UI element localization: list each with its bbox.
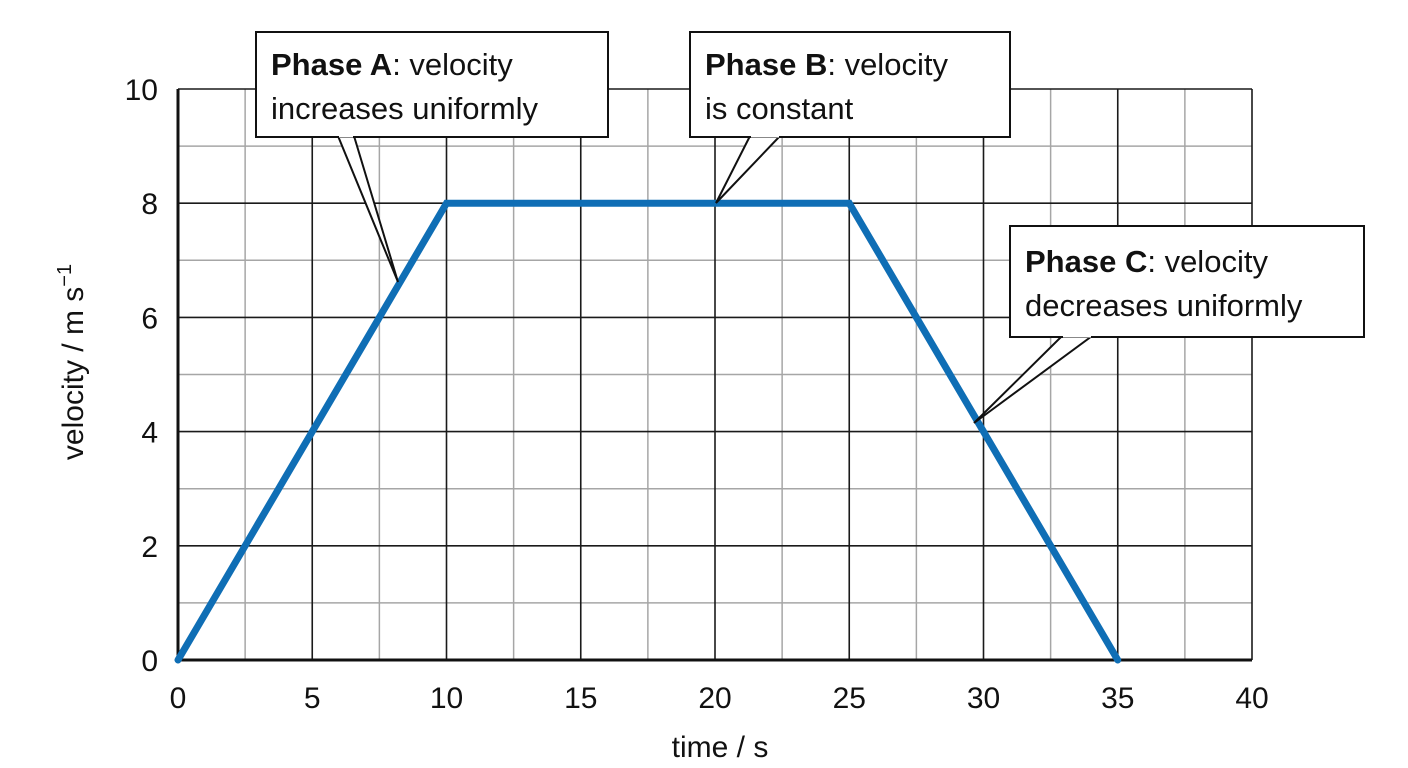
y-tick-label: 4: [141, 417, 158, 450]
x-tick-label: 0: [170, 682, 187, 715]
annotation-line-1-phase-a: : velocity: [392, 47, 513, 82]
x-tick-label: 35: [1101, 682, 1134, 715]
x-tick-label: 15: [564, 682, 597, 715]
x-tick-label: 10: [430, 682, 463, 715]
annotation-title-phase-a: Phase A: [271, 47, 392, 82]
x-tick-label: 20: [698, 682, 731, 715]
x-tick-label: 5: [304, 682, 321, 715]
annotation-line-1-phase-c: : velocity: [1147, 244, 1268, 279]
y-axis-title-exponent: −1: [54, 264, 76, 287]
axes: [176, 89, 1252, 662]
velocity-line: [174, 199, 1122, 664]
callout-box-phase-a: [255, 31, 609, 138]
annotation-text-phase-c: Phase C: velocity: [1025, 244, 1268, 279]
y-tick-label: 10: [125, 74, 158, 107]
x-tick-label: 30: [967, 682, 1000, 715]
callout-pointer-phase-c: [973, 335, 1096, 424]
x-axis-title: time / s: [672, 731, 769, 764]
annotation-title-phase-b: Phase B: [705, 47, 827, 82]
data-series: [174, 199, 1122, 664]
annotation-text-phase-a: Phase A: velocity: [271, 47, 513, 82]
x-tick-label: 25: [833, 682, 866, 715]
x-tick-label: 40: [1235, 682, 1268, 715]
callout-box-phase-c: [1009, 225, 1365, 338]
y-tick-label: 2: [141, 531, 158, 564]
annotation-phase-c: Phase C: velocity decreases uniformly: [973, 225, 1365, 424]
y-axis-title: velocity / m s−1: [54, 264, 90, 460]
annotation-phase-a: Phase A: velocity increases uniformly: [255, 31, 609, 283]
annotation-text-phase-c-2: decreases uniformly: [1025, 288, 1303, 323]
annotation-text-phase-b: Phase B: velocity: [705, 47, 948, 82]
y-tick-labels: 0 2 4 6 8 10: [125, 74, 158, 678]
annotation-text-phase-a-2: increases uniformly: [271, 91, 539, 126]
annotation-text-phase-b-2: is constant: [705, 91, 854, 126]
annotation-line-1-phase-b: : velocity: [827, 47, 948, 82]
y-tick-label: 8: [141, 188, 158, 221]
annotation-title-phase-c: Phase C: [1025, 244, 1147, 279]
y-axis-title-main: velocity / m s: [57, 287, 90, 460]
y-tick-label: 0: [141, 645, 158, 678]
annotation-phase-b: Phase B: velocity is constant: [689, 31, 1011, 204]
y-tick-label: 6: [141, 302, 158, 335]
x-tick-labels: 0 5 10 15 20 25 30 35 40: [170, 682, 1269, 715]
callout-box-phase-b: [689, 31, 1011, 138]
